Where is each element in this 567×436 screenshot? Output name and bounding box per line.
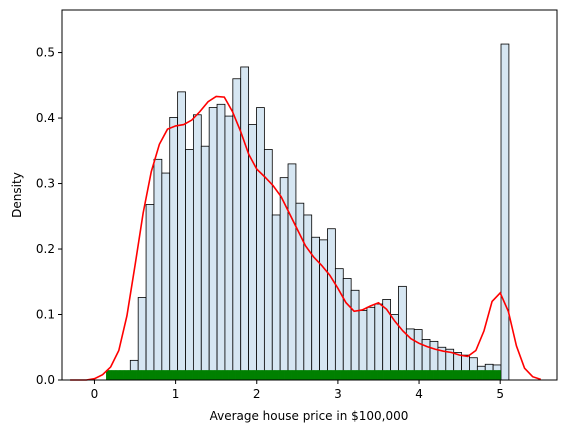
hist-bar: [153, 158, 163, 381]
hist-bar: [382, 299, 391, 381]
y-tick-label: 0.2: [36, 242, 55, 256]
x-tick-label: 5: [496, 387, 504, 401]
hist-bar: [208, 107, 218, 381]
x-tick-label: 0: [91, 387, 99, 401]
hist-bar: [216, 103, 226, 381]
hist-bar: [161, 172, 171, 381]
hist-bar: [327, 228, 336, 381]
hist-bar: [358, 310, 368, 381]
rug-marks: [106, 370, 501, 380]
x-tick-label: 3: [334, 387, 342, 401]
hist-bar: [303, 214, 313, 381]
y-tick-label: 0.3: [36, 177, 55, 191]
x-tick-label: 4: [415, 387, 423, 401]
x-tick-label: 1: [172, 387, 180, 401]
hist-bar: [271, 214, 281, 381]
y-axis-label: Density: [10, 172, 24, 218]
hist-bar: [137, 297, 147, 381]
hist-bar: [200, 145, 210, 381]
hist-bar: [366, 306, 376, 381]
hist-bar: [256, 107, 265, 381]
x-axis-label: Average house price in $100,000: [210, 409, 409, 423]
plot-frame: [61, 9, 558, 381]
y-axis: 0.0 0.1 0.2 0.3 0.4 0.5: [36, 46, 62, 387]
hist-bar: [240, 66, 250, 381]
hist-bar: [169, 117, 179, 381]
kde-curve: [70, 95, 542, 381]
hist-bar: [500, 43, 510, 381]
y-tick-label: 0.5: [36, 46, 55, 60]
x-axis: 0 1 2 3 4 5: [91, 380, 504, 401]
hist-bar: [224, 115, 234, 381]
hist-bar: [374, 303, 384, 381]
hist-bar: [145, 204, 155, 381]
hist-bar: [185, 149, 194, 381]
hist-bar: [192, 114, 202, 381]
hist-bar: [342, 278, 352, 381]
hist-bar: [177, 91, 186, 381]
x-tick-label: 2: [253, 387, 261, 401]
y-tick-label: 0.1: [36, 308, 55, 322]
hist-bar: [350, 289, 360, 381]
y-tick-label: 0.4: [36, 111, 55, 125]
hist-bar: [319, 239, 328, 381]
hist-bar: [287, 163, 297, 381]
y-tick-label: 0.0: [36, 373, 55, 387]
